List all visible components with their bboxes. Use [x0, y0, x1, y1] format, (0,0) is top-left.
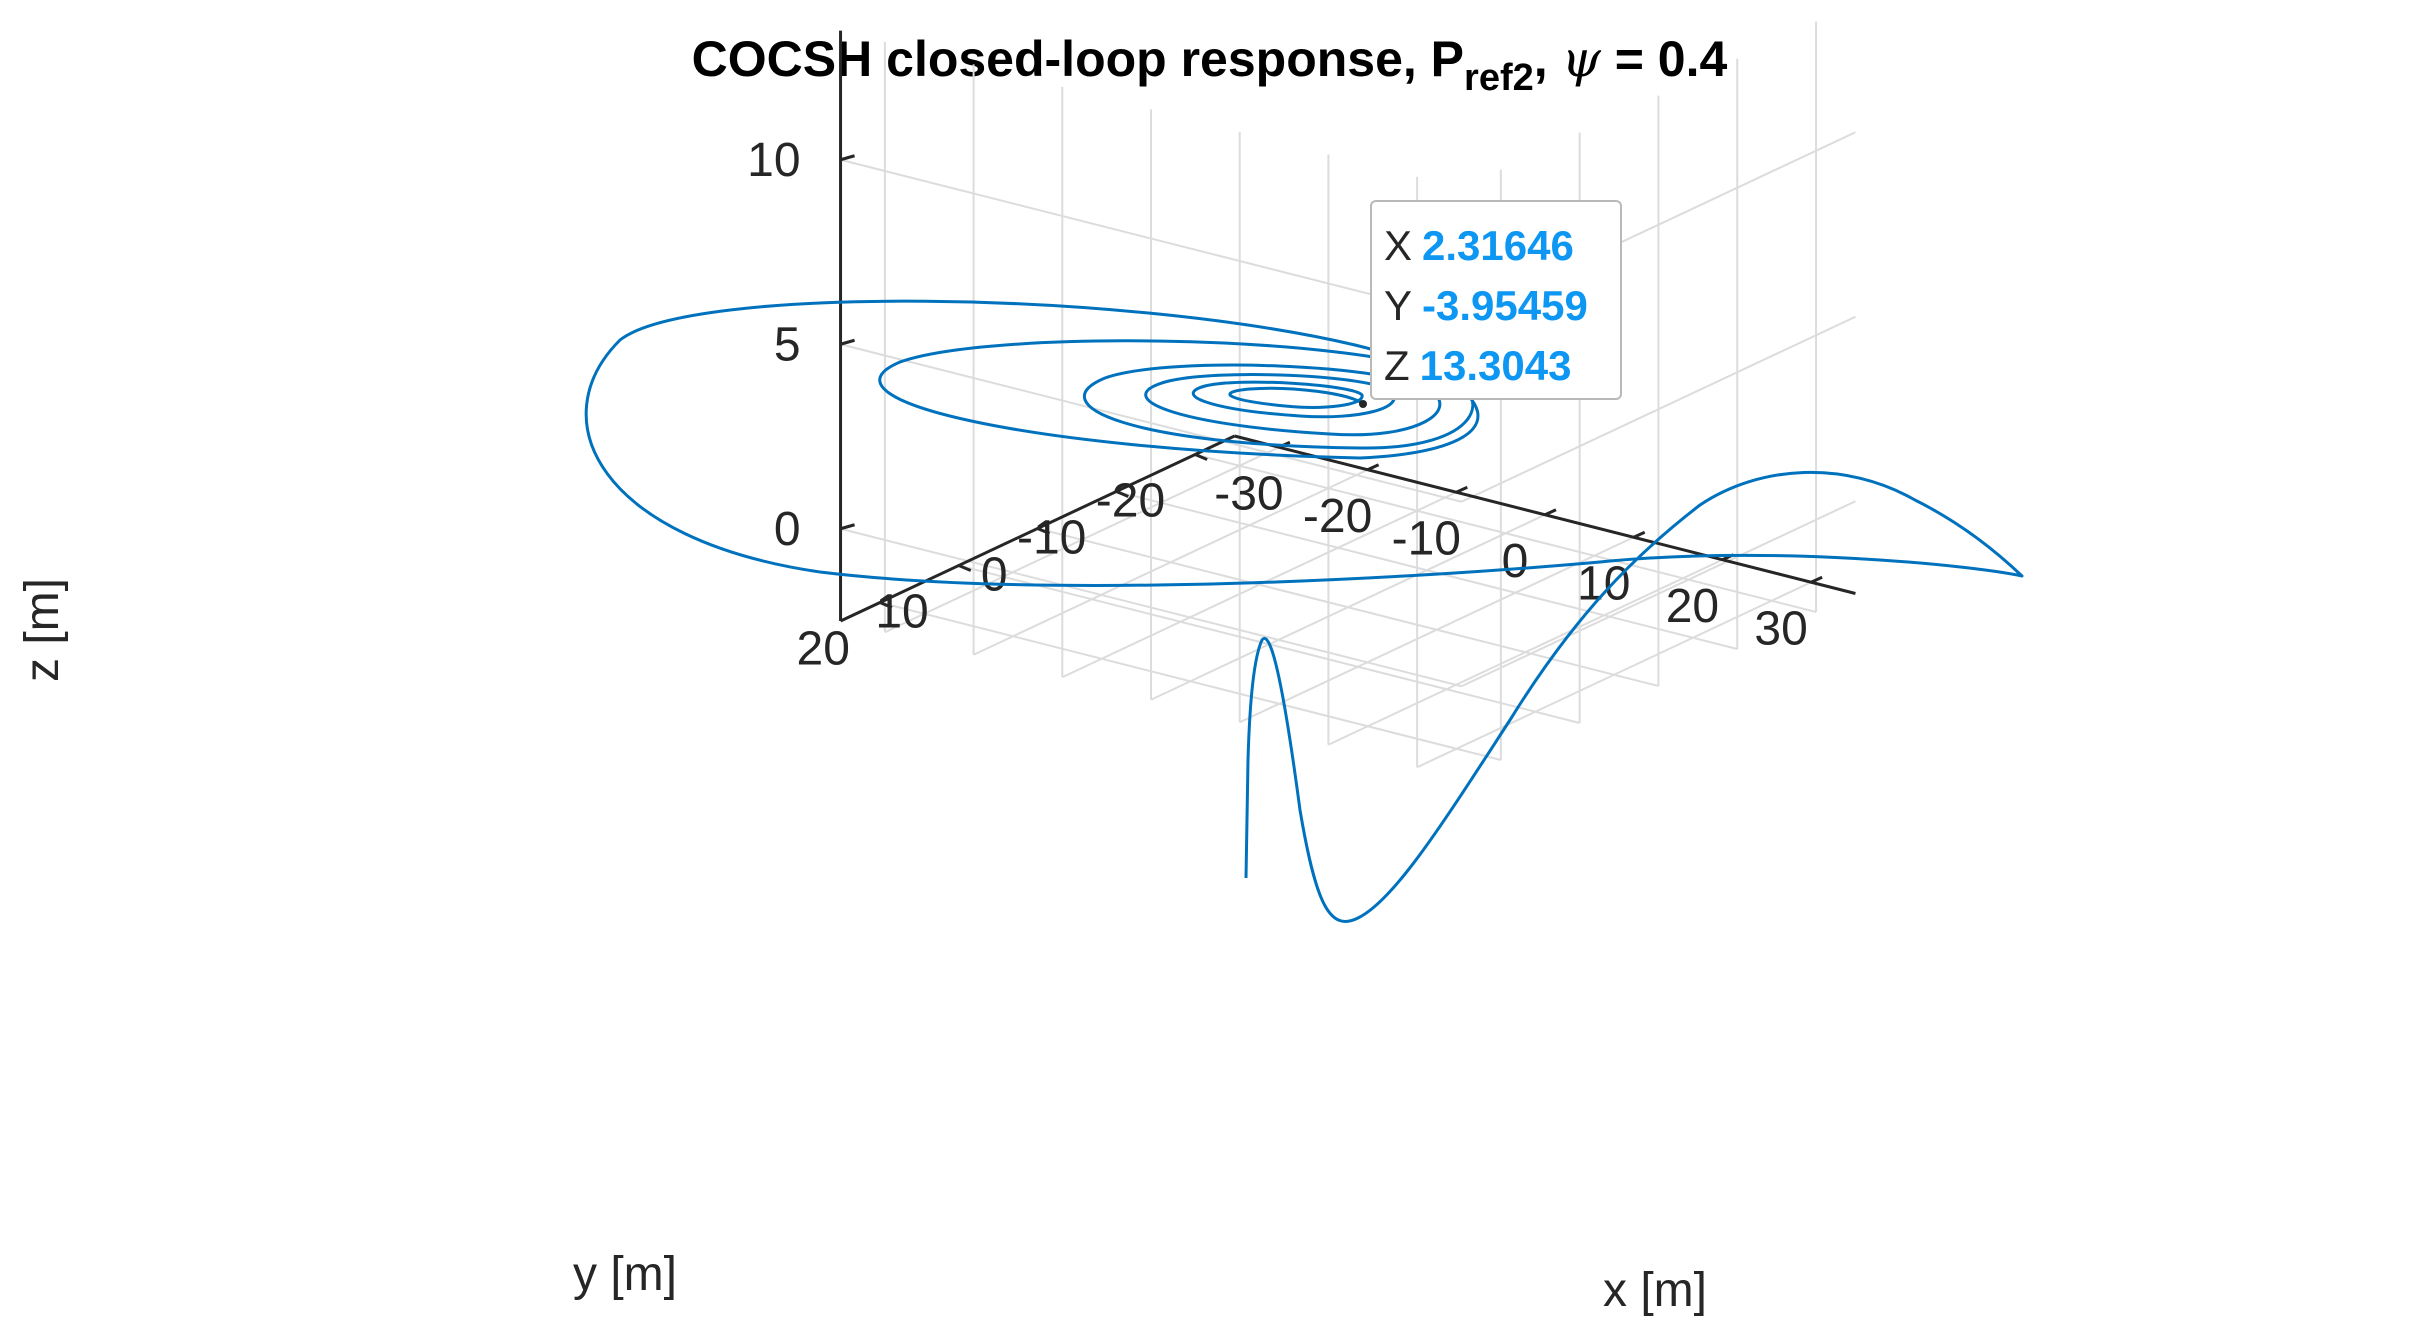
z-tick	[840, 523, 855, 531]
y-axis-label: y [m]	[573, 1248, 677, 1301]
y-tick-label: 20	[797, 623, 850, 676]
y-tick-label: 0	[981, 549, 1008, 602]
title-value: = 0.4	[1614, 31, 1728, 87]
grid-lines	[840, 21, 1856, 769]
datatip-marker[interactable]	[1359, 400, 1367, 408]
grid-wall-z-b	[840, 527, 1462, 688]
z-tick-label: 10	[747, 134, 800, 187]
y-tick	[1115, 490, 1129, 498]
grid-wall-z-a	[1461, 500, 1856, 688]
y-tick-label: 10	[875, 586, 928, 639]
datatip-x-row: X 2.31646	[1384, 216, 1620, 276]
datatip-z-value: 13.3043	[1419, 342, 1572, 389]
title-subscript: ref2	[1464, 57, 1534, 99]
datatip-x-label: X	[1384, 222, 1413, 269]
datatip-z-row: Z 13.3043	[1384, 336, 1620, 396]
z-tick	[840, 338, 855, 346]
x-tick-label: 10	[1577, 557, 1630, 610]
datatip-z-label: Z	[1384, 342, 1410, 389]
datatip-y-row: Y -3.95459	[1384, 276, 1620, 336]
grid-floor-y	[1116, 490, 1738, 650]
y-tick-label: -20	[1096, 475, 1165, 528]
x-axis-label: x [m]	[1603, 1264, 1707, 1317]
x-tick-label: 0	[1502, 535, 1529, 588]
z-tick-label: 0	[774, 503, 801, 556]
x-tick	[1633, 530, 1646, 539]
grid-wall-z-b	[840, 158, 1462, 319]
z-tick-label: 5	[774, 318, 801, 371]
x-tick-label: -30	[1214, 467, 1283, 520]
title-main: COCSH closed-loop response, P	[691, 31, 1465, 87]
datatip-y-value: -3.95459	[1422, 282, 1588, 329]
axes	[839, 30, 1856, 623]
grid-wall-z-b	[840, 343, 1462, 503]
chart-title: COCSH closed-loop response, Pref2, ψ = 0…	[0, 30, 2419, 100]
title-comma: ,	[1533, 31, 1548, 87]
grid-floor-y	[879, 601, 1502, 761]
x-tick-label: -20	[1303, 490, 1372, 543]
y-tick	[958, 564, 972, 572]
datatip-y-label: Y	[1384, 282, 1413, 329]
x-tick	[1455, 485, 1468, 494]
title-symbol: ψ	[1561, 30, 1601, 88]
datatip-x-value: 2.31646	[1422, 222, 1574, 269]
x-tick-label: -10	[1392, 512, 1461, 565]
x-tick	[1810, 575, 1823, 584]
x-tick	[1366, 463, 1380, 472]
grid-floor-y	[1194, 453, 1817, 613]
z-axis-label: z [m]	[16, 578, 69, 682]
y-tick	[1036, 527, 1051, 535]
y-tick-label: -10	[1017, 512, 1086, 565]
y-tick	[879, 601, 893, 609]
x-tick-label: 20	[1666, 580, 1719, 633]
grid-wall-z-a	[1461, 315, 1856, 503]
z-tick	[840, 154, 855, 162]
grid-floor-y	[1037, 527, 1659, 687]
datatip[interactable]: X 2.31646 Y -3.95459 Z 13.3043	[1370, 200, 1622, 400]
x-tick-label: 30	[1754, 602, 1807, 655]
y-tick	[1194, 453, 1208, 461]
x-tick	[1544, 508, 1557, 517]
